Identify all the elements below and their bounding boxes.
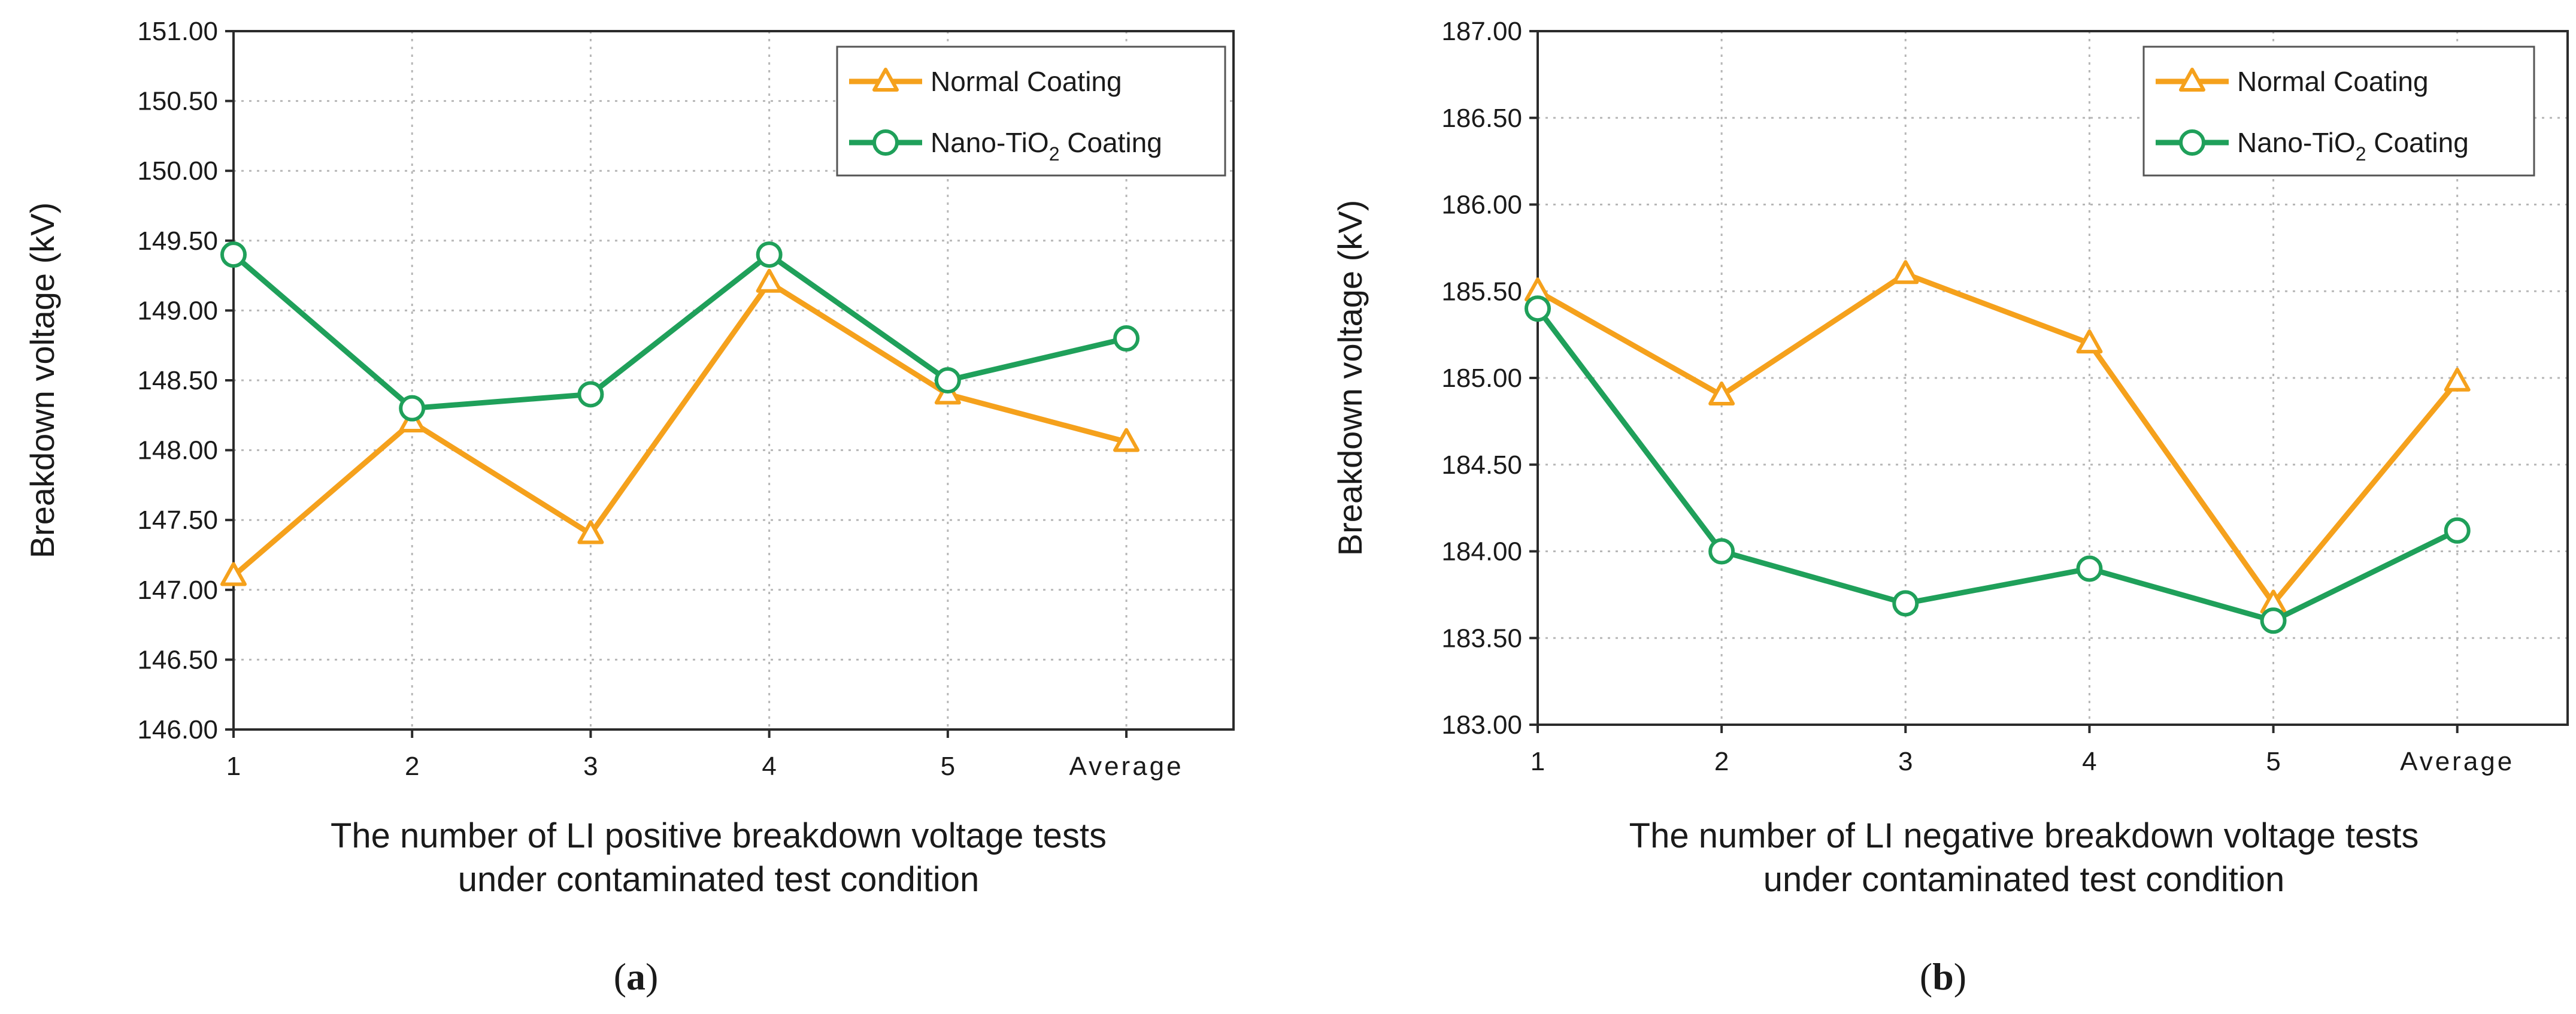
legend-marker-triangle	[872, 68, 899, 92]
data-point-circle	[2076, 555, 2103, 582]
data-point-triangle	[1892, 260, 1919, 284]
x-axis-title-line2: under contaminated test condition	[458, 860, 980, 899]
series-line	[231, 252, 1129, 411]
data-point-circle	[1113, 325, 1140, 352]
x-tick-label: 3	[1898, 747, 1913, 776]
data-point-circle	[2260, 607, 2287, 634]
series-normal-coating	[220, 268, 1140, 586]
y-tick-label: 149.50	[137, 226, 218, 256]
y-tick-label: 186.50	[1441, 104, 1522, 133]
series-nano-tio2-coating	[1525, 295, 2471, 634]
legend-label-subscript: 2	[1049, 143, 1060, 165]
data-point-triangle	[2444, 367, 2471, 392]
panel-caption: (a)	[614, 955, 659, 998]
legend-label-part: Nano-TiO	[931, 127, 1049, 158]
y-tick-label: 186.00	[1441, 190, 1522, 220]
legend-box	[836, 46, 1226, 177]
y-tick-label: 146.50	[137, 645, 218, 674]
series-nano-tio2-coating	[220, 241, 1140, 422]
series-normal-coating	[1525, 260, 2471, 614]
data-point-circle	[756, 241, 783, 268]
y-tick-label: 150.50	[137, 87, 218, 116]
caption-letter: a	[626, 955, 645, 998]
y-tick-label: 187.00	[1441, 17, 1522, 46]
y-tick-label: 149.00	[137, 296, 218, 325]
legend-label-part: Coating	[2366, 127, 2468, 158]
x-tick-label: 3	[583, 752, 598, 781]
data-point-circle	[577, 381, 604, 408]
x-tick-label: Average	[2400, 747, 2514, 776]
panel-caption: (b)	[1920, 955, 1966, 998]
y-tick-label: 146.00	[137, 715, 218, 744]
chart-panel-a: 146.00 146.50 147.00 147.50 148.00 148.50 149.…	[23, 17, 1235, 998]
legend-label: Normal Coating	[931, 66, 1122, 97]
y-axis-title: Breakdown voltage (kV)	[1331, 200, 1369, 556]
legend-label-part: Coating	[1059, 127, 1162, 158]
x-tick-label: 2	[1714, 747, 1729, 776]
y-tick-label: 184.50	[1441, 450, 1522, 480]
legend-marker-circle	[2179, 129, 2205, 156]
y-axis-title: Breakdown voltage (kV)	[23, 202, 61, 559]
series-line	[1535, 305, 2460, 623]
caption-close: )	[1954, 955, 1966, 998]
data-point-triangle	[756, 268, 783, 293]
legend-marker-circle	[872, 129, 899, 156]
legend-marker-triangle	[2179, 68, 2205, 92]
x-tick-label: 1	[226, 752, 241, 781]
x-tick-label: 4	[762, 752, 776, 781]
x-tick-label: Average	[1069, 752, 1184, 781]
y-tick-label: 185.00	[1441, 364, 1522, 393]
y-tick-label: 148.00	[137, 436, 218, 465]
y-tick-label: 148.50	[137, 366, 218, 395]
data-point-triangle	[577, 520, 604, 544]
x-tick-label: 2	[405, 752, 419, 781]
y-tick-label: 151.00	[137, 17, 218, 46]
data-point-circle	[1525, 295, 1551, 322]
legend-label: Normal Coating	[2237, 66, 2429, 97]
y-tick-label: 150.00	[137, 156, 218, 186]
x-tick-label: 4	[2082, 747, 2096, 776]
y-tick-label: 183.00	[1441, 710, 1522, 740]
x-axis-title-line2: under contaminated test condition	[1763, 860, 2285, 899]
x-axis-title-line1: The number of LI positive breakdown volt…	[331, 816, 1107, 855]
legend-label-subscript: 2	[2356, 143, 2366, 165]
legend: Normal Coating Nano-TiO2 Coating	[836, 46, 1226, 177]
series-line	[231, 280, 1129, 579]
y-tick-label: 185.50	[1441, 277, 1522, 306]
legend-label-nano-tio2: Nano-TiO2 Coating	[2237, 127, 2469, 165]
caption-open: (	[614, 955, 626, 998]
y-tick-label: 183.50	[1441, 623, 1522, 653]
legend-box	[2142, 46, 2535, 177]
data-point-triangle	[1113, 428, 1140, 452]
x-axis-title-line1: The number of LI negative breakdown volt…	[1629, 816, 2419, 855]
caption-open: (	[1920, 955, 1932, 998]
caption-close: )	[645, 955, 658, 998]
x-tick-label: 1	[1531, 747, 1545, 776]
legend: Normal Coating Nano-TiO2 Coating	[2142, 46, 2535, 177]
chart-panel-b: 183.00 183.50 184.00 184.50 185.00 185.50 186.…	[1331, 17, 2569, 998]
data-point-circle	[934, 367, 961, 394]
data-point-circle	[2444, 517, 2471, 544]
data-point-circle	[1708, 538, 1735, 565]
data-point-circle	[399, 395, 426, 422]
data-point-triangle	[1708, 381, 1735, 405]
data-point-circle	[1892, 590, 1919, 617]
caption-letter: b	[1932, 955, 1954, 998]
x-tick-label: 5	[941, 752, 955, 781]
data-point-triangle	[220, 562, 247, 586]
data-point-triangle	[2076, 329, 2103, 354]
y-tick-label: 147.00	[137, 576, 218, 605]
series-line	[1535, 271, 2460, 606]
legend-label-part: Nano-TiO	[2237, 127, 2356, 158]
data-point-circle	[220, 241, 247, 268]
y-tick-label: 147.50	[137, 506, 218, 535]
x-tick-label: 5	[2266, 747, 2280, 776]
legend-label-nano-tio2: Nano-TiO2 Coating	[931, 127, 1162, 165]
y-tick-label: 184.00	[1441, 537, 1522, 567]
